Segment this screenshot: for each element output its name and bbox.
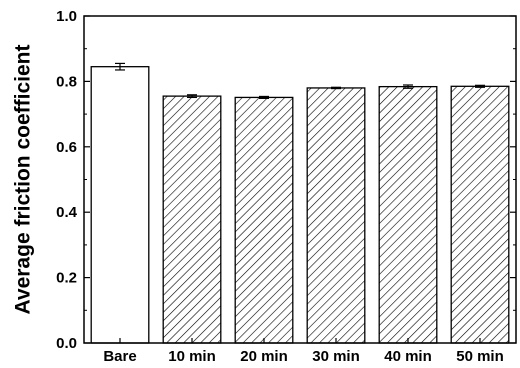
y-axis-title: Average friction coefficient xyxy=(12,45,35,315)
bars-layer xyxy=(90,66,510,344)
y-tick-label: 0.8 xyxy=(56,73,77,90)
bar xyxy=(234,96,294,344)
y-tick-label: 0.6 xyxy=(56,139,77,156)
bar xyxy=(378,85,438,344)
bar xyxy=(450,85,510,344)
x-tick-label: 20 min xyxy=(240,348,288,365)
x-tick-label: Bare xyxy=(103,348,136,365)
y-tick-label: 0.2 xyxy=(56,270,77,287)
x-tick-label: 40 min xyxy=(384,348,432,365)
y-tick-label: 0.4 xyxy=(56,204,78,221)
bar xyxy=(162,95,222,344)
x-tick-label: 10 min xyxy=(168,348,216,365)
bar xyxy=(306,87,366,344)
y-tick-label: 0.0 xyxy=(56,335,77,352)
x-axis: Bare 10 min 20 min 30 min 40 min 50 min xyxy=(103,338,504,365)
y-tick-label: 1.0 xyxy=(56,8,77,25)
x-tick-label: 50 min xyxy=(456,348,504,365)
y-axis: 0.0 0.2 0.4 0.6 0.8 1.0 xyxy=(56,8,516,352)
bar xyxy=(90,66,150,344)
error-bars-layer xyxy=(115,62,485,100)
x-tick-label: 30 min xyxy=(312,348,360,365)
